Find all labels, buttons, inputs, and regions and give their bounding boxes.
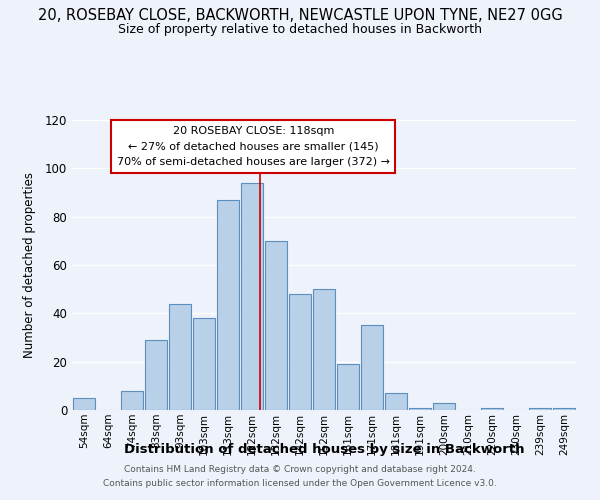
Text: Contains HM Land Registry data © Crown copyright and database right 2024.
Contai: Contains HM Land Registry data © Crown c… — [103, 466, 497, 487]
Bar — [313, 289, 335, 410]
Bar — [553, 408, 575, 410]
Bar — [289, 294, 311, 410]
Bar — [121, 390, 143, 410]
Bar — [385, 393, 407, 410]
Y-axis label: Number of detached properties: Number of detached properties — [23, 172, 37, 358]
Text: 20 ROSEBAY CLOSE: 118sqm
← 27% of detached houses are smaller (145)
70% of semi-: 20 ROSEBAY CLOSE: 118sqm ← 27% of detach… — [117, 126, 390, 167]
Bar — [265, 241, 287, 410]
Bar — [241, 183, 263, 410]
Bar — [361, 326, 383, 410]
Bar — [193, 318, 215, 410]
Bar — [529, 408, 551, 410]
Bar — [73, 398, 95, 410]
Bar — [217, 200, 239, 410]
Text: 20, ROSEBAY CLOSE, BACKWORTH, NEWCASTLE UPON TYNE, NE27 0GG: 20, ROSEBAY CLOSE, BACKWORTH, NEWCASTLE … — [38, 8, 562, 22]
Bar — [169, 304, 191, 410]
Text: Distribution of detached houses by size in Backworth: Distribution of detached houses by size … — [124, 442, 524, 456]
Text: Size of property relative to detached houses in Backworth: Size of property relative to detached ho… — [118, 22, 482, 36]
Bar — [481, 408, 503, 410]
Bar — [337, 364, 359, 410]
Bar — [409, 408, 431, 410]
Bar — [433, 403, 455, 410]
Bar — [145, 340, 167, 410]
